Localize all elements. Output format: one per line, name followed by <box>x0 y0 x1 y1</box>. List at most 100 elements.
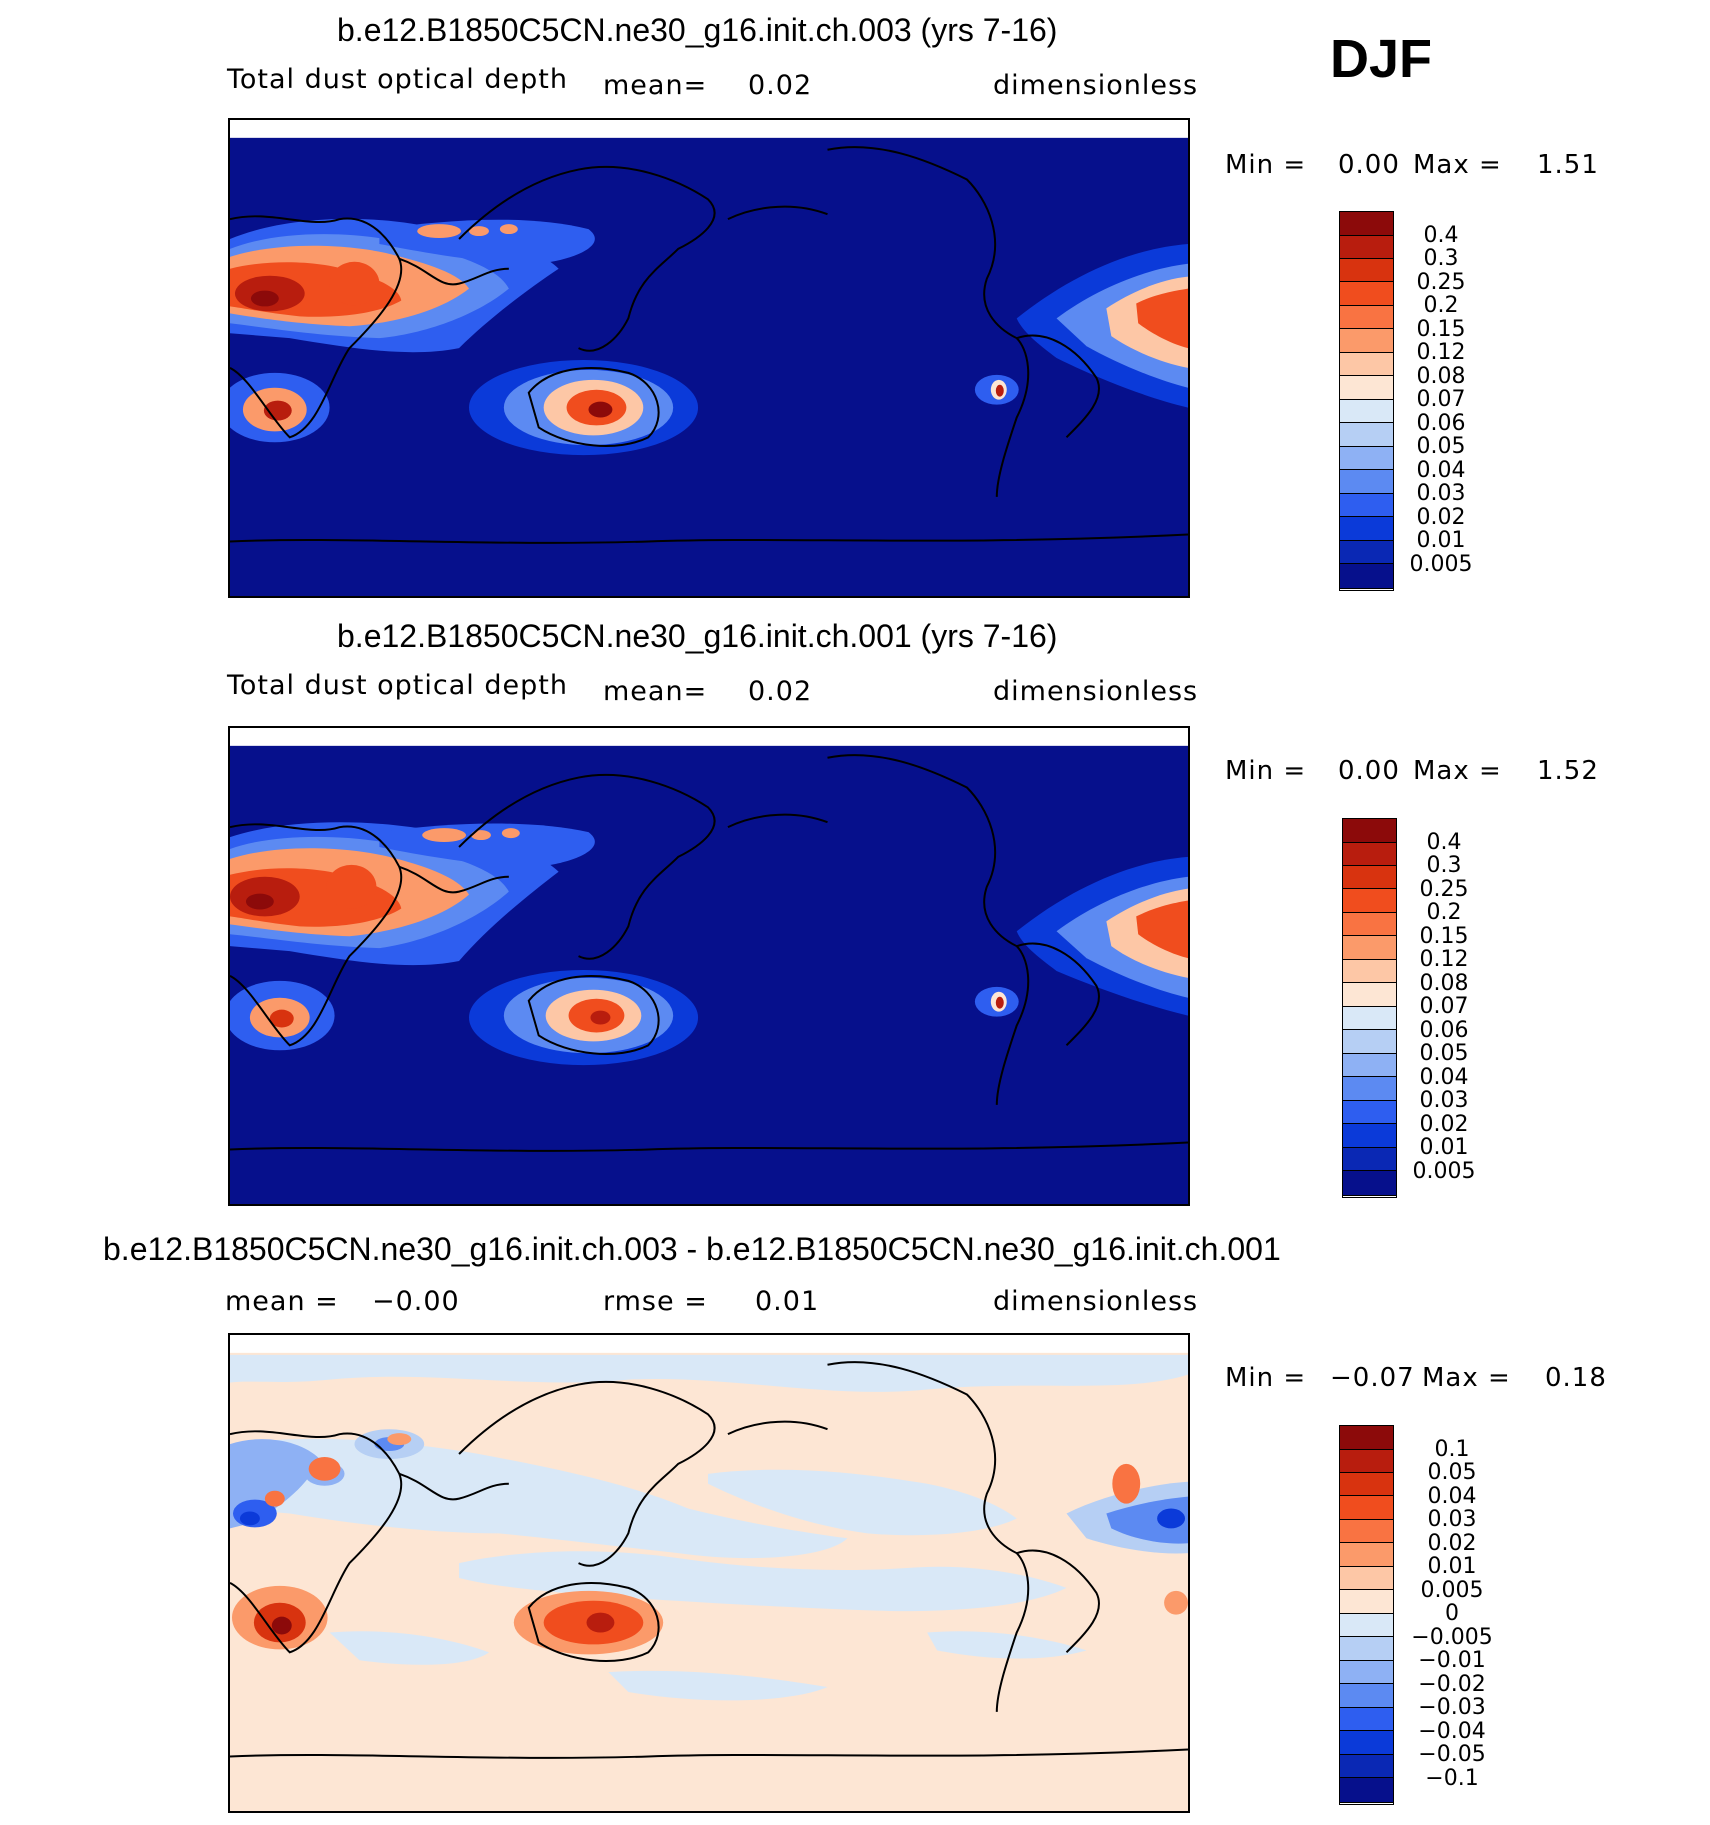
panel1-map-svg <box>230 137 1188 596</box>
panel1-units: dimensionless <box>993 70 1199 101</box>
cbar-swatch <box>1340 236 1393 259</box>
diff-cbar-label: 0.04 <box>1427 1484 1477 1509</box>
panel2-cbar-label: 0.07 <box>1419 994 1469 1019</box>
panel2-min-label: Min = <box>1225 756 1307 786</box>
panel2-title: b.e12.B1850C5CN.ne30_g16.init.ch.001 (yr… <box>337 618 1058 654</box>
diff-mean-value: −0.00 <box>372 1286 460 1317</box>
diff-colorbar <box>1339 1425 1394 1805</box>
cbar-swatch <box>1340 1684 1393 1708</box>
panel2-cbar-label: 0.3 <box>1426 853 1462 878</box>
panel2-cbar-label: 0.12 <box>1419 947 1469 972</box>
panel2-min-value: 0.00 <box>1338 756 1400 786</box>
cbar-swatch <box>1340 470 1393 494</box>
cbar-swatch <box>1340 1590 1393 1614</box>
cbar-swatch <box>1340 1708 1393 1731</box>
cbar-swatch <box>1343 1101 1396 1124</box>
cbar-swatch <box>1340 1567 1393 1590</box>
panel1-cbar-label: 0.005 <box>1409 552 1473 577</box>
diff-rmse-label: rmse = <box>603 1286 708 1317</box>
diff-cbar-label: 0.1 <box>1434 1437 1470 1462</box>
diff-cbar-label: −0.04 <box>1418 1719 1486 1744</box>
cbar-swatch <box>1340 1450 1393 1473</box>
diff-map-svg <box>230 1352 1188 1811</box>
diff-units: dimensionless <box>993 1286 1199 1317</box>
panel1-max-value: 1.51 <box>1537 150 1599 180</box>
panel2-cbar-label: 0.05 <box>1419 1041 1469 1066</box>
panel1-cbar-label: 0.07 <box>1416 387 1466 412</box>
cbar-swatch <box>1343 1124 1396 1148</box>
panel1-cbar-label: 0.25 <box>1416 270 1466 295</box>
cbar-swatch <box>1340 1473 1393 1496</box>
season-label: DJF <box>1330 29 1433 89</box>
cbar-swatch <box>1340 212 1393 236</box>
panel2-cbar-label: 0.06 <box>1419 1018 1469 1043</box>
panel1-max-label: Max = <box>1413 150 1502 180</box>
panel1-min-value: 0.00 <box>1338 150 1400 180</box>
panel2-cbar-label: 0.02 <box>1419 1112 1469 1137</box>
panel2-map-svg <box>230 745 1188 1204</box>
panel2-map <box>228 726 1190 1206</box>
panel1-cbar-label: 0.4 <box>1423 223 1459 248</box>
cbar-swatch <box>1343 866 1396 889</box>
diff-title: b.e12.B1850C5CN.ne30_g16.init.ch.003 - b… <box>103 1231 1281 1267</box>
cbar-swatch <box>1340 541 1393 564</box>
panel2-cbar-label: 0.4 <box>1426 830 1462 855</box>
panel2-max-value: 1.52 <box>1537 756 1599 786</box>
panel1-mean-label: mean= <box>603 70 708 101</box>
diff-cbar-label: 0.05 <box>1427 1460 1477 1485</box>
cbar-swatch <box>1343 819 1396 843</box>
panel1-colorbar <box>1339 211 1394 591</box>
diff-cbar-label: 0.01 <box>1427 1554 1477 1579</box>
cbar-swatch <box>1340 1520 1393 1543</box>
panel2-variable: Total dust optical depth <box>227 670 568 701</box>
panel1-cbar-label: 0.15 <box>1416 317 1466 342</box>
cbar-swatch <box>1343 913 1396 936</box>
cbar-swatch <box>1343 1054 1396 1077</box>
panel1-cbar-label: 0.03 <box>1416 481 1466 506</box>
diff-cbar-label: −0.05 <box>1418 1742 1486 1767</box>
cbar-swatch <box>1340 1426 1393 1450</box>
cbar-swatch <box>1340 1637 1393 1661</box>
panel1-cbar-label: 0.01 <box>1416 528 1466 553</box>
diff-cbar-label: −0.01 <box>1418 1648 1486 1673</box>
diff-cbar-label: 0 <box>1445 1601 1459 1626</box>
cbar-swatch <box>1340 259 1393 282</box>
diff-cbar-label: 0.02 <box>1427 1531 1477 1556</box>
panel2-cbar-label: 0.04 <box>1419 1065 1469 1090</box>
cbar-swatch <box>1340 564 1393 589</box>
panel1-cbar-label: 0.2 <box>1423 293 1459 318</box>
panel2-colorbar <box>1342 818 1397 1198</box>
diff-max-value: 0.18 <box>1545 1363 1607 1393</box>
panel1-cbar-label: 0.02 <box>1416 505 1466 530</box>
panel2-cbar-label: 0.2 <box>1426 900 1462 925</box>
panel2-cbar-label: 0.08 <box>1419 971 1469 996</box>
panel1-title: b.e12.B1850C5CN.ne30_g16.init.ch.003 (yr… <box>337 12 1058 48</box>
panel2-cbar-label: 0.25 <box>1419 877 1469 902</box>
cbar-swatch <box>1343 1148 1396 1171</box>
cbar-swatch <box>1343 936 1396 960</box>
panel1-variable: Total dust optical depth <box>227 64 568 95</box>
cbar-swatch <box>1343 1077 1396 1101</box>
diff-cbar-label: −0.005 <box>1411 1625 1493 1650</box>
panel2-cbar-label: 0.005 <box>1412 1159 1476 1184</box>
cbar-swatch <box>1340 306 1393 329</box>
cbar-swatch <box>1340 1755 1393 1778</box>
cbar-swatch <box>1340 1614 1393 1637</box>
panel2-cbar-label: 0.01 <box>1419 1135 1469 1160</box>
cbar-swatch <box>1343 1030 1396 1054</box>
cbar-swatch <box>1343 1007 1396 1030</box>
panel1-map <box>228 118 1190 598</box>
cbar-swatch <box>1340 423 1393 447</box>
diff-min-value: −0.07 <box>1330 1363 1415 1393</box>
panel1-mean-value: 0.02 <box>748 70 813 101</box>
panel2-cbar-label: 0.15 <box>1419 924 1469 949</box>
cbar-swatch <box>1343 889 1396 913</box>
panel2-units: dimensionless <box>993 676 1199 707</box>
cbar-swatch <box>1343 960 1396 983</box>
cbar-swatch <box>1340 1778 1393 1803</box>
cbar-swatch <box>1340 329 1393 353</box>
cbar-swatch <box>1343 1171 1396 1196</box>
cbar-swatch <box>1340 494 1393 517</box>
cbar-swatch <box>1340 376 1393 400</box>
panel1-cbar-label: 0.06 <box>1416 411 1466 436</box>
